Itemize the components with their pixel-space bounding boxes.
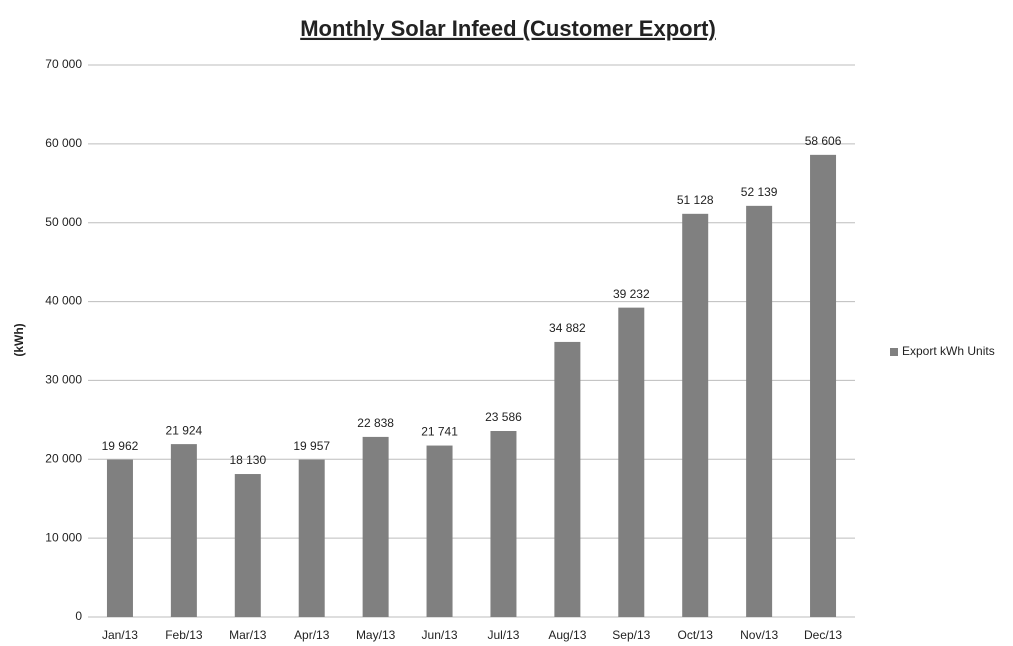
- bar: [810, 154, 837, 617]
- legend-swatch: [890, 348, 898, 356]
- data-label: 39 232: [613, 287, 650, 301]
- data-label: 52 139: [741, 185, 778, 199]
- y-axis-label: (kWh): [12, 323, 26, 356]
- data-label: 18 130: [229, 453, 266, 467]
- x-tick-label: Aug/13: [548, 628, 586, 642]
- bar: [746, 205, 773, 617]
- bar: [490, 431, 517, 617]
- chart-title: Monthly Solar Infeed (Customer Export): [300, 16, 716, 41]
- bar: [362, 436, 389, 617]
- bar: [106, 459, 133, 617]
- y-tick-label: 30 000: [45, 373, 82, 387]
- data-label: 19 962: [102, 439, 139, 453]
- x-tick-label: Sep/13: [612, 628, 650, 642]
- x-tick-label: Jul/13: [487, 628, 519, 642]
- data-label: 21 741: [421, 425, 458, 439]
- x-tick-label: May/13: [356, 628, 396, 642]
- data-label: 21 924: [166, 423, 203, 437]
- x-tick-label: Mar/13: [229, 628, 267, 642]
- bar: [234, 474, 261, 617]
- y-tick-label: 10 000: [45, 530, 82, 544]
- data-label: 22 838: [357, 416, 394, 430]
- x-tick-label: Dec/13: [804, 628, 842, 642]
- y-tick-label: 20 000: [45, 451, 82, 465]
- bar: [298, 459, 325, 617]
- data-label: 19 957: [293, 439, 330, 453]
- data-label: 23 586: [485, 410, 522, 424]
- y-tick-label: 0: [75, 609, 82, 623]
- x-tick-label: Jun/13: [422, 628, 458, 642]
- y-tick-label: 50 000: [45, 215, 82, 229]
- y-tick-label: 60 000: [45, 136, 82, 150]
- x-tick-label: Jan/13: [102, 628, 138, 642]
- x-tick-label: Oct/13: [678, 628, 714, 642]
- bar: [170, 444, 197, 617]
- x-tick-label: Feb/13: [165, 628, 203, 642]
- bar: [618, 307, 645, 617]
- legend-label: Export kWh Units: [902, 344, 995, 358]
- bar: [554, 341, 581, 617]
- data-label: 58 606: [805, 134, 842, 148]
- x-tick-label: Apr/13: [294, 628, 330, 642]
- bar: [682, 213, 709, 617]
- y-tick-label: 40 000: [45, 294, 82, 308]
- data-label: 51 128: [677, 193, 714, 207]
- data-label: 34 882: [549, 321, 586, 335]
- x-tick-label: Nov/13: [740, 628, 778, 642]
- y-tick-label: 70 000: [45, 57, 82, 71]
- bar: [426, 445, 453, 617]
